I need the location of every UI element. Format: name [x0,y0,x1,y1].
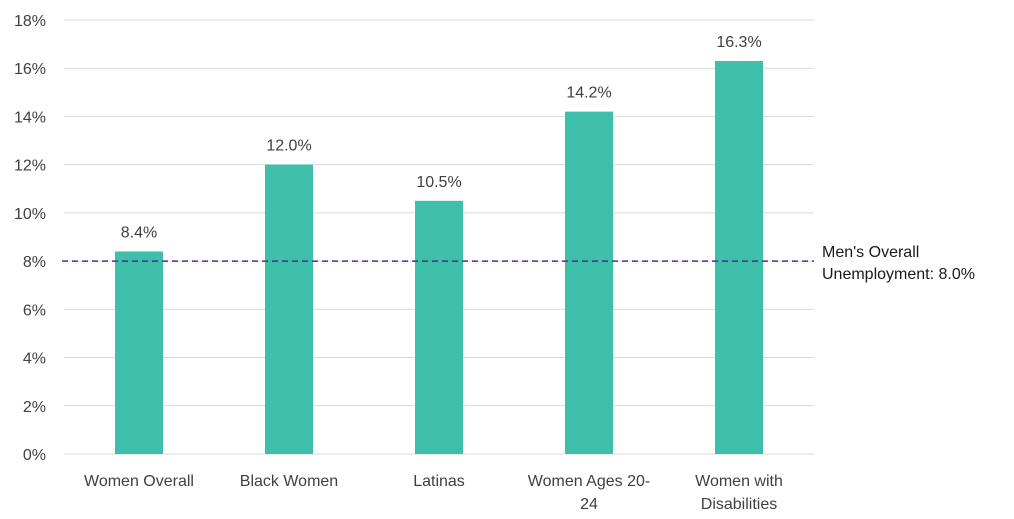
data-label: 16.3% [716,34,761,51]
category-label: Latinas [413,473,465,490]
category-label-line: 24 [580,496,598,513]
y-axis-ticks: 0% 2% 4% 6% 8% 10% 12% 14% 16% 18% [14,13,46,464]
y-tick-label: 14% [14,109,46,126]
y-tick-label: 0% [23,447,46,464]
category-label-line: Women Ages 20- [528,473,650,490]
bar [265,164,313,454]
bar [415,200,463,454]
y-tick-label: 12% [14,158,46,175]
y-tick-label: 8% [23,254,46,271]
y-tick-label: 6% [23,302,46,319]
data-labels: 8.4% 12.0% 10.5% 14.2% 16.3% [121,34,762,241]
category-label: Women with Disabilities [695,473,783,513]
y-tick-label: 4% [23,351,46,368]
bars [115,60,763,454]
category-label-line: Latinas [413,473,465,490]
category-label-line: Black Women [240,473,338,490]
y-tick-label: 18% [14,13,46,30]
category-label-line: Women with [695,473,783,490]
reference-line-label: Men's Overall Unemployment: 8.0% [822,244,975,283]
bar [715,60,763,454]
category-label: Black Women [240,473,338,490]
reference-line-label-line: Unemployment: 8.0% [822,266,975,283]
category-label: Women Overall [84,473,194,490]
y-tick-label: 10% [14,206,46,223]
reference-line-group: Men's Overall Unemployment: 8.0% [62,244,975,283]
data-label: 12.0% [266,138,311,155]
y-tick-label: 2% [23,399,46,416]
x-axis-categories: Women Overall Black Women Latinas Women Age… [84,473,783,513]
reference-line-label-line: Men's Overall [822,244,919,261]
data-label: 10.5% [416,174,461,191]
y-tick-label: 16% [14,61,46,78]
data-label: 8.4% [121,224,157,241]
bar [565,111,613,454]
category-label: Women Ages 20- 24 [528,473,650,513]
data-label: 14.2% [566,85,611,102]
category-label-line: Disabilities [701,496,777,513]
category-label-line: Women Overall [84,473,194,490]
bar [115,251,163,454]
